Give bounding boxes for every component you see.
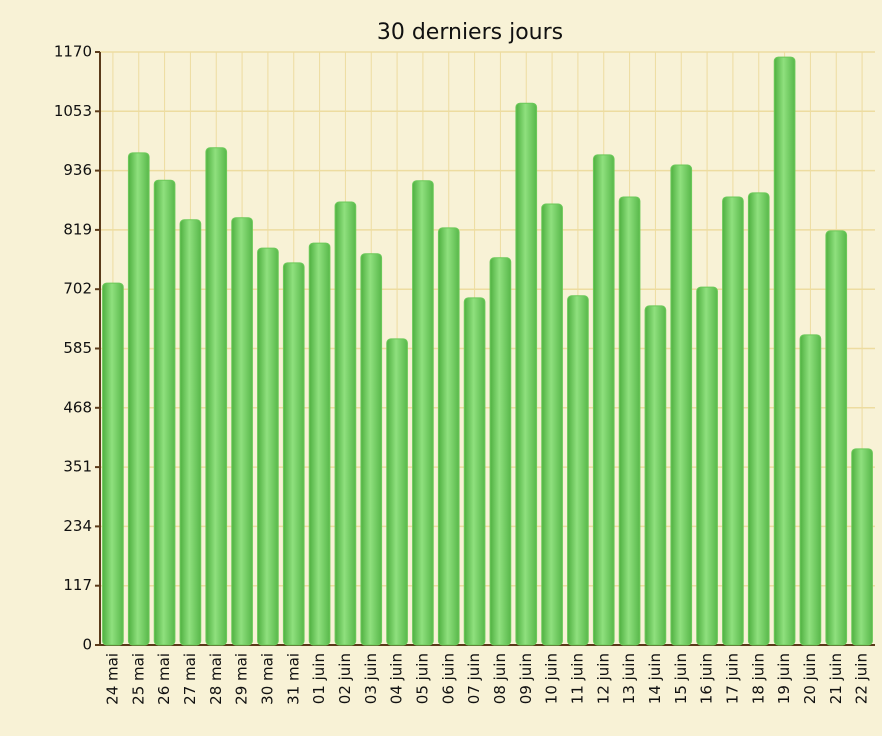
bar [773, 56, 796, 646]
bar [825, 230, 848, 646]
bar [102, 282, 124, 646]
x-tick-label: 20 juin [801, 653, 819, 704]
x-tick-label: 07 juin [465, 653, 483, 704]
x-tick-label: 31 mai [284, 653, 302, 705]
bar [644, 305, 667, 646]
bar [515, 102, 538, 646]
y-tick-label: 117 [63, 576, 92, 594]
bar [463, 297, 486, 646]
bar [334, 201, 357, 646]
bar [437, 227, 460, 646]
x-tick-label: 19 juin [775, 653, 793, 704]
y-tick-label: 819 [63, 220, 92, 238]
bar [696, 286, 718, 646]
bar [567, 295, 589, 646]
bar [489, 257, 512, 646]
x-tick-label: 28 mai [207, 653, 225, 705]
x-tick-label: 11 juin [568, 653, 586, 704]
x-tick-label: 06 juin [439, 653, 457, 704]
bar [282, 262, 305, 646]
y-tick-label: 936 [63, 161, 92, 179]
bar [618, 196, 641, 646]
y-tick-label: 702 [63, 280, 92, 298]
x-tick-label: 27 mai [181, 653, 199, 705]
x-tick-label: 26 mai [155, 653, 173, 705]
x-tick-label: 09 juin [517, 653, 535, 704]
bar [799, 334, 822, 646]
bar [257, 247, 279, 646]
bar [386, 338, 408, 646]
x-tick-label: 10 juin [543, 653, 561, 704]
x-tick-label: 18 juin [749, 653, 767, 704]
y-tick-label: 585 [63, 339, 92, 357]
y-tick-label: 1053 [54, 102, 92, 120]
bar [127, 152, 150, 646]
x-tick-label: 22 juin [853, 653, 871, 704]
x-tick-label: 24 mai [103, 653, 121, 705]
bar [747, 192, 770, 646]
y-tick-label: 234 [63, 517, 92, 535]
y-tick-label: 468 [63, 398, 92, 416]
x-tick-label: 02 juin [336, 653, 354, 704]
x-tick-label: 05 juin [413, 653, 431, 704]
bar [205, 147, 228, 646]
x-tick-label: 15 juin [672, 653, 690, 704]
x-tick-label: 12 juin [594, 653, 612, 704]
chart-title: 30 derniers jours [377, 20, 563, 45]
bar [851, 448, 873, 646]
x-tick-label: 16 juin [698, 653, 716, 704]
bar [153, 179, 176, 646]
bar [179, 219, 202, 646]
bar [670, 164, 693, 646]
x-tick-label: 29 mai [233, 653, 251, 705]
bar [592, 154, 615, 646]
x-tick-label: 04 juin [388, 653, 406, 704]
bar [360, 253, 383, 646]
x-tick-label: 25 mai [129, 653, 147, 705]
x-tick-label: 17 juin [723, 653, 741, 704]
y-tick-label: 0 [82, 636, 92, 654]
y-tick-label: 351 [63, 458, 92, 476]
bar [231, 217, 253, 646]
x-tick-label: 14 juin [646, 653, 664, 704]
bar [722, 196, 744, 646]
x-tick-label: 21 juin [827, 653, 845, 704]
x-tick-label: 01 juin [310, 653, 328, 704]
bar [308, 242, 331, 646]
bar [412, 180, 434, 646]
y-tick-label: 1170 [54, 43, 92, 61]
x-tick-label: 13 juin [620, 653, 638, 704]
x-tick-label: 30 mai [258, 653, 276, 705]
bar [541, 203, 563, 646]
x-tick-label: 03 juin [362, 653, 380, 704]
x-tick-label: 08 juin [491, 653, 509, 704]
